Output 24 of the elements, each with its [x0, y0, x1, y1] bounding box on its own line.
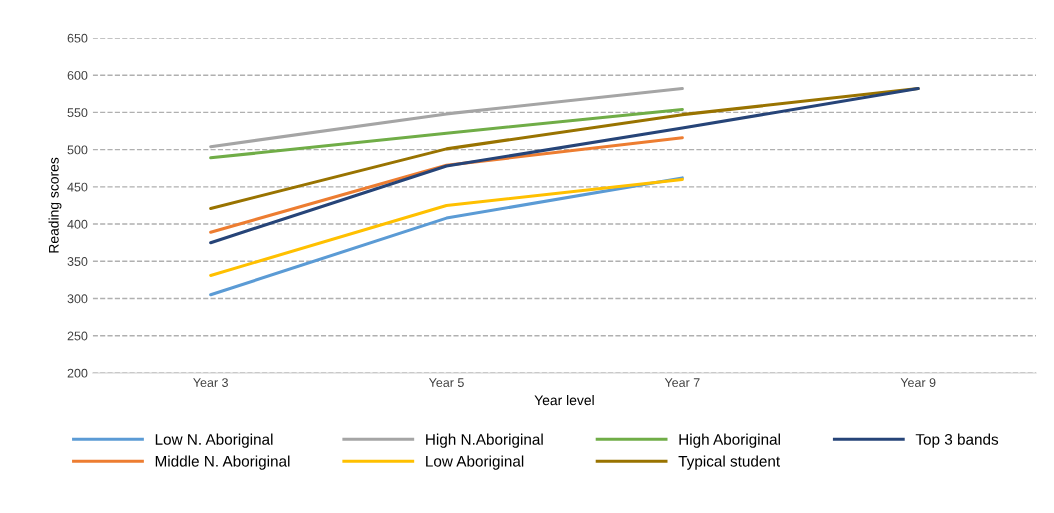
y-tick-label: 250 [67, 331, 88, 341]
y-tick-label: 650 [67, 33, 88, 43]
legend-label: Low N. Aboriginal [155, 433, 273, 448]
y-tick-label: 600 [67, 70, 88, 80]
y-axis-title: Reading scores [48, 157, 62, 253]
legend-label: High N.Aboriginal [426, 433, 543, 448]
x-axis-title: Year level [534, 395, 594, 406]
y-tick-label: 500 [67, 145, 88, 155]
legend-label: Typical student [678, 455, 780, 470]
legend-label: Middle N. Aboriginal [155, 455, 290, 470]
x-tick-label: Year 5 [428, 378, 464, 387]
x-tick-label: Year 9 [900, 378, 936, 387]
y-tick-label: 350 [67, 257, 88, 266]
line-series [209, 87, 920, 245]
y-tick-label: 450 [67, 182, 88, 192]
y-tick-label: 400 [67, 219, 88, 229]
x-tick-label: Year 3 [193, 378, 228, 387]
y-tick-label: 550 [67, 108, 88, 118]
legend-label: High Aboriginal [679, 433, 780, 448]
y-tick-label: 200 [67, 368, 88, 378]
legend-label: Top 3 bands [915, 433, 999, 448]
x-tick-label: Year 7 [664, 378, 700, 387]
y-tick-label: 300 [67, 294, 88, 304]
legend-label: Low Aboriginal [426, 455, 524, 470]
